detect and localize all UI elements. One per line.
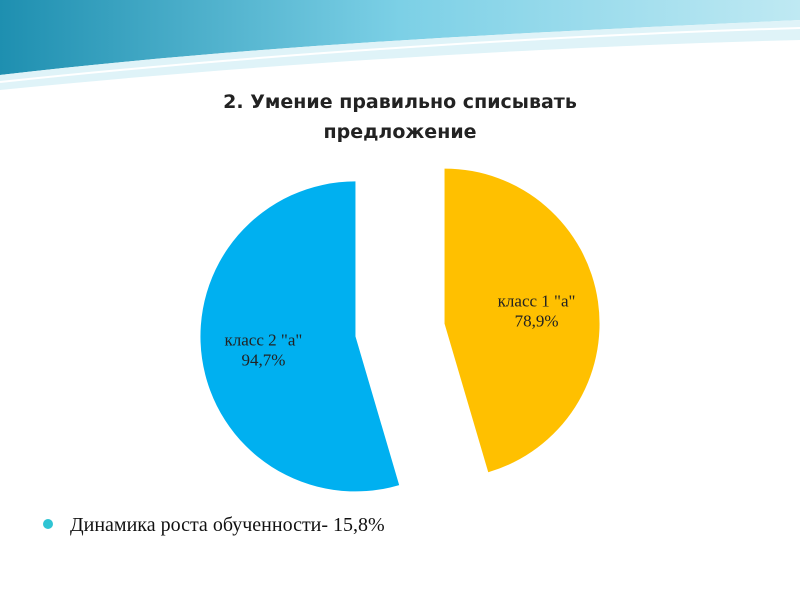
slice-label: класс 1 "а" — [498, 291, 576, 310]
header-decoration — [0, 0, 800, 90]
pie-slice — [200, 181, 400, 492]
bullet-text: Динамика роста обученности- 15,8% — [70, 514, 385, 536]
slice-label: класс 2 "а" — [225, 331, 303, 350]
pie-slice — [444, 168, 600, 473]
chart-title: 2. Умение правильно списывать предложение — [223, 91, 577, 143]
pie-chart: 2. Умение правильно списывать предложение… — [200, 91, 600, 492]
slice-value: 94,7% — [241, 351, 285, 370]
bullet-marker — [43, 519, 53, 529]
slice-value: 78,9% — [515, 311, 559, 330]
